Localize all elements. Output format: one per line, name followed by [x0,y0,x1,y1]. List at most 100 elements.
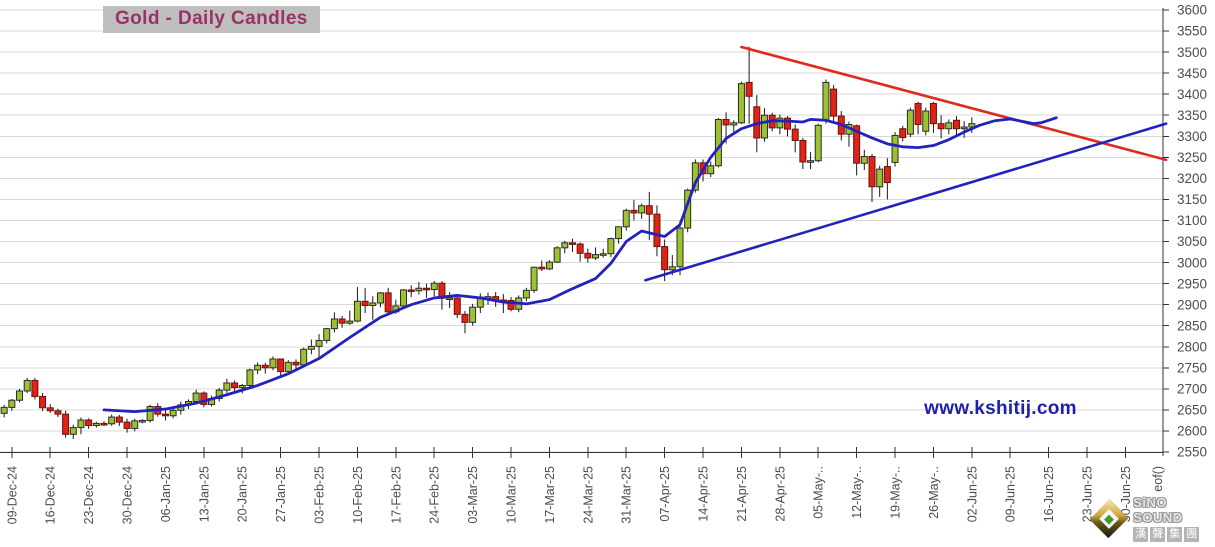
moving-average-line [102,116,1058,413]
candle-body [960,126,968,130]
y-axis-label: 3050 [1177,234,1207,249]
candle-body [376,292,384,304]
candle-body [676,227,684,268]
y-axis-label: 2900 [1177,297,1207,312]
x-axis-label: 27-Jan-25 [274,466,288,522]
x-axis-end-label: eof() [1151,466,1165,492]
candle-body [415,287,423,292]
x-axis-label: 13-Jan-25 [197,466,211,522]
candle-body [545,261,553,270]
candle-body [968,123,976,128]
x-axis-label: 28-Apr-25 [773,466,787,522]
candle-body [707,165,715,175]
candle-body [668,266,676,271]
x-axis-label: 05-May-.. [812,466,826,519]
candle-body [100,422,108,426]
sino-sound-logo: SiNO SOUND 漢聲集團 [1089,495,1215,542]
candle-body [568,242,576,245]
candle-body [39,395,47,409]
candle-body [745,81,753,97]
x-axis-label: 20-Jan-25 [236,466,250,522]
candle-body [730,122,738,126]
candle-body [638,205,646,214]
candle-body [323,328,331,341]
candle-body [906,109,914,135]
candle-body [231,382,239,389]
candle-body [330,318,338,330]
y-axis-label: 3600 [1177,3,1207,18]
sino-sound-diamond-icon [1089,499,1129,538]
candle-body [584,252,592,259]
candle-body [883,166,891,184]
logo-text: SiNO SOUND 漢聲集團 [1133,495,1215,542]
candle-body [246,369,254,386]
x-axis-label: 16-Jun-25 [1042,466,1056,522]
trendline-ascending-support [644,122,1168,282]
y-axis-label: 2800 [1177,339,1207,354]
x-axis-label: 14-Apr-25 [697,466,711,522]
candle-body [423,287,431,291]
candle-body [791,128,799,141]
candle-body [576,243,584,254]
candle-body [0,406,8,414]
candle-body [469,306,477,323]
x-axis-label: 17-Feb-25 [389,466,403,524]
candle-body [238,384,246,389]
candle-body [277,358,285,373]
candle-body [31,379,39,397]
x-axis-label: 09-Dec-24 [5,466,19,524]
x-axis-label: 09-Jun-25 [1004,466,1018,522]
candle-body [369,302,377,307]
chart-title: Gold - Daily Candles [103,6,320,33]
x-axis-label: 30-Jun-25 [1119,466,1133,522]
y-axis-label: 3350 [1177,108,1207,123]
candle-body [530,266,538,291]
y-axis-label: 3400 [1177,87,1207,102]
candle-body [937,123,945,130]
candle-body [868,155,876,188]
candle-body [814,124,822,162]
logo-cjk-char: 集 [1167,527,1183,542]
x-axis-label: 31-Mar-25 [620,466,634,524]
candle-body [200,392,208,405]
y-axis-label: 2550 [1177,445,1207,460]
logo-cjk-char: 漢 [1133,527,1149,542]
logo-cjk-char: 團 [1184,527,1200,542]
candle-body [138,419,146,423]
x-axis-label: 12-May-.. [850,466,864,519]
candle-body [561,242,569,249]
candle-body [876,168,884,188]
y-axis-label: 3100 [1177,213,1207,228]
candle-body [945,122,953,130]
candle-body [776,117,784,129]
y-axis-label: 3000 [1177,255,1207,270]
candle-body [292,361,300,366]
candle-body [77,419,85,429]
candle-body [553,247,561,263]
candle-body [284,361,292,373]
y-axis-label: 2750 [1177,361,1207,376]
candle-body [46,407,54,412]
y-axis-label: 3450 [1177,66,1207,81]
candle-body [714,118,722,167]
candle-body [161,413,169,417]
candle-body [261,364,269,369]
x-axis-label: 19-May-.. [889,466,903,519]
logo-name: SiNO SOUND [1133,495,1183,525]
x-axis-label: 24-Mar-25 [581,466,595,524]
candle-body [384,292,392,313]
x-axis-label: 21-Apr-25 [735,466,749,522]
candle-body [822,81,830,122]
y-axis-label: 3550 [1177,24,1207,39]
x-axis-label: 10-Feb-25 [351,466,365,524]
candle-body [92,422,100,426]
candle-body [338,318,346,324]
y-axis-label: 3250 [1177,150,1207,165]
candle-body [85,419,93,426]
candle-body [952,119,960,130]
candle-body [630,209,638,214]
candle-body [599,253,607,256]
x-axis-label: 26-May-.. [927,466,941,519]
candle-body [914,102,922,125]
